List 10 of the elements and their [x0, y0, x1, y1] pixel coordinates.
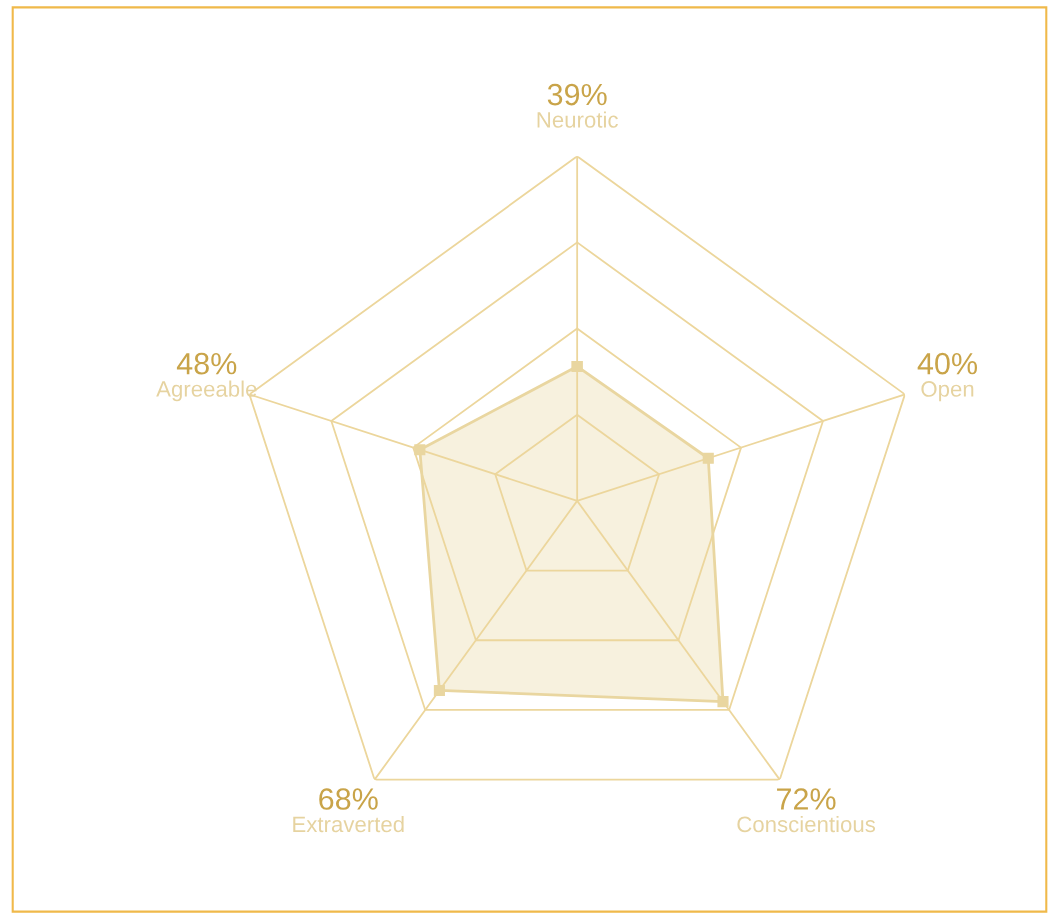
text: 72% — [777, 788, 836, 810]
spoke-label: Neurotic — [537, 111, 618, 128]
spoke-label: Agreeable — [156, 380, 257, 402]
text: 68% — [319, 788, 378, 810]
spoke-label: Open — [921, 381, 974, 402]
text: 48% — [176, 352, 237, 375]
text: 39% — [547, 83, 607, 106]
spoke-label: Conscientious — [737, 815, 876, 833]
spoke-label: Extraverted — [293, 815, 404, 833]
text: 40% — [917, 352, 978, 375]
